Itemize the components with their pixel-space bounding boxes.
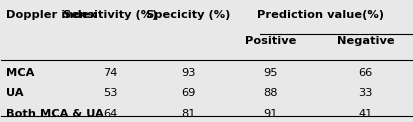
Text: 81: 81 (181, 109, 195, 119)
Text: 53: 53 (103, 88, 117, 98)
Text: UA: UA (5, 88, 23, 98)
Text: 95: 95 (263, 68, 277, 78)
Text: Positive: Positive (244, 36, 296, 46)
Text: 66: 66 (357, 68, 372, 78)
Text: Negative: Negative (336, 36, 393, 46)
Text: Doppler index: Doppler index (5, 10, 96, 20)
Text: 93: 93 (181, 68, 195, 78)
Text: 88: 88 (263, 88, 277, 98)
Text: 64: 64 (103, 109, 117, 119)
Text: 41: 41 (357, 109, 372, 119)
Text: Specicity (%): Specicity (%) (146, 10, 230, 20)
Text: 91: 91 (263, 109, 277, 119)
Text: 33: 33 (357, 88, 372, 98)
Text: 74: 74 (103, 68, 117, 78)
Text: Sensitivity (%): Sensitivity (%) (63, 10, 157, 20)
Text: 69: 69 (181, 88, 195, 98)
Text: Both MCA & UA: Both MCA & UA (5, 109, 103, 119)
Text: MCA: MCA (5, 68, 34, 78)
Text: Prediction value(%): Prediction value(%) (256, 10, 383, 20)
